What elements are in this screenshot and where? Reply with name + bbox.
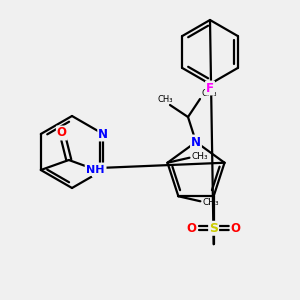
Text: F: F: [206, 82, 214, 94]
Text: CH₃: CH₃: [191, 152, 208, 161]
Text: CH₃: CH₃: [157, 95, 173, 104]
Text: CH₃: CH₃: [201, 89, 217, 98]
Text: O: O: [187, 222, 196, 235]
Text: Cl: Cl: [93, 164, 106, 176]
Text: O: O: [57, 127, 67, 140]
Text: O: O: [231, 222, 241, 235]
Text: N: N: [191, 136, 201, 148]
Text: NH: NH: [85, 165, 104, 175]
Text: N: N: [98, 128, 108, 140]
Text: S: S: [209, 222, 218, 235]
Text: CH₃: CH₃: [202, 198, 219, 207]
